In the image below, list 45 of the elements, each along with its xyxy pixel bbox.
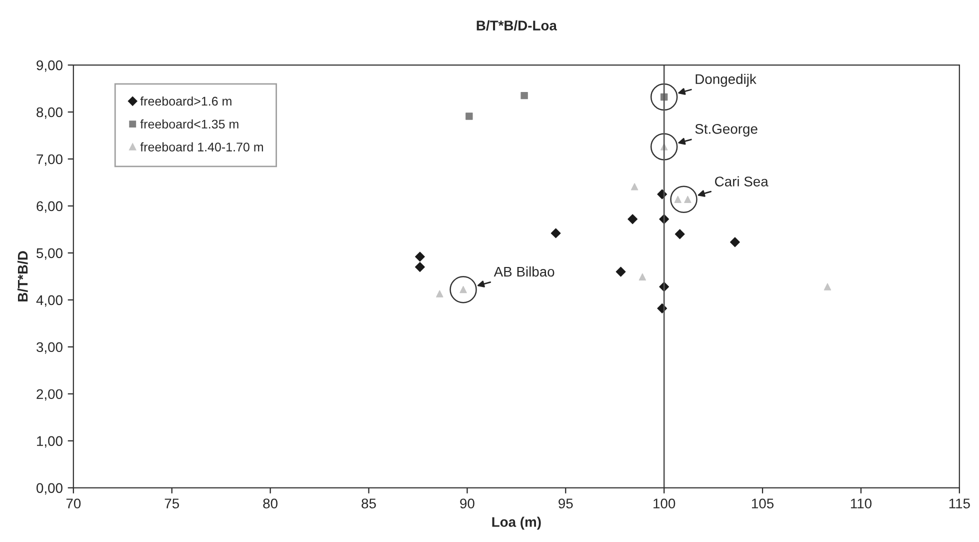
y-tick-label: 2,00 xyxy=(36,389,62,401)
point xyxy=(550,228,561,238)
chart-title: B/T*B/D-Loa xyxy=(476,20,558,31)
point xyxy=(638,273,646,280)
x-tick-label: 105 xyxy=(752,498,774,508)
x-tick-label: 75 xyxy=(164,498,180,508)
legend-label: freeboard>1.6 m xyxy=(140,96,232,106)
x-tick-label: 90 xyxy=(460,498,474,508)
y-axis-title: B/T*B/D xyxy=(17,251,28,302)
annotation: Cari Sea xyxy=(715,176,768,186)
y-tick-label: 0,00 xyxy=(36,483,62,495)
point xyxy=(730,237,740,248)
point xyxy=(674,196,682,203)
x-tick-label: 70 xyxy=(66,498,81,508)
point xyxy=(414,262,425,272)
legend-label: freeboard 1.40-1.70 m xyxy=(140,142,263,152)
y-tick-label: 8,00 xyxy=(36,107,62,119)
x-tick-label: 85 xyxy=(362,498,376,508)
x-tick-label: 80 xyxy=(263,498,278,508)
annotation: St.George xyxy=(695,124,758,137)
x-tick-label: 95 xyxy=(558,498,573,508)
point xyxy=(616,266,626,277)
x-tick-label: 110 xyxy=(850,498,872,508)
point xyxy=(520,92,528,100)
point xyxy=(628,214,638,224)
point xyxy=(674,229,685,240)
point xyxy=(684,196,692,203)
y-tick-label: 3,00 xyxy=(36,342,62,354)
y-tick-label: 1,00 xyxy=(37,436,62,448)
annotation: AB Bilbao xyxy=(494,266,554,277)
point xyxy=(824,283,832,290)
x-tick-label: 115 xyxy=(949,498,970,508)
y-tick-label: 4,00 xyxy=(36,295,62,307)
point xyxy=(414,252,425,262)
point xyxy=(436,290,444,298)
point xyxy=(466,112,473,120)
x-tick-label: 100 xyxy=(654,498,676,508)
point xyxy=(630,183,638,190)
y-tick-label: 5,00 xyxy=(36,248,62,260)
legend-label: freeboard<1.35 m xyxy=(140,119,238,129)
y-tick-label: 9,00 xyxy=(36,60,62,72)
annotation: Dongedijk xyxy=(696,74,756,87)
x-axis-title: Loa (m) xyxy=(492,516,541,530)
y-tick-label: 7,00 xyxy=(36,154,62,166)
y-tick-label: 6,00 xyxy=(36,201,62,213)
